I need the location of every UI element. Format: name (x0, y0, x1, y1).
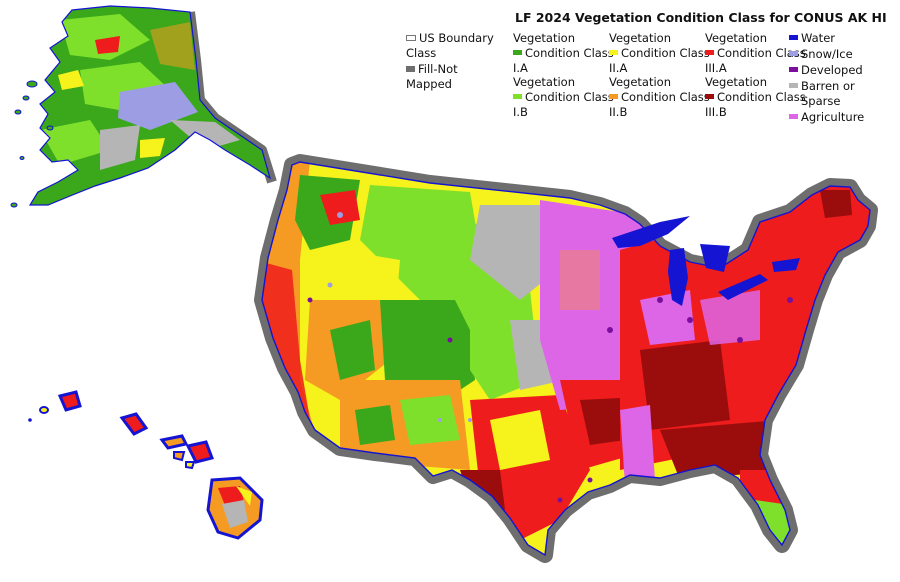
legend-fill-line2: Mapped (406, 77, 452, 91)
legend-developed: Developed (789, 63, 864, 78)
aleutian-islands (10, 80, 54, 208)
kahoolawe (185, 461, 196, 470)
lake-michigan (668, 248, 688, 306)
legend-vcc-iib-line2: Condition Class (621, 90, 710, 104)
lake-erie (718, 274, 768, 300)
legend-vcc-iib: Vegetation Condition Class II.B (609, 75, 710, 120)
legend-water: Water (789, 31, 864, 46)
agriculture-swatch (789, 114, 798, 119)
legend-barren-line2: Sparse (801, 94, 841, 108)
vcc-iia-swatch (609, 50, 618, 55)
legend-boundary: US Boundary Class (406, 31, 494, 61)
boundary-outline-icon (406, 34, 416, 41)
legend-boundary-line1: US Boundary (419, 31, 494, 45)
fill-not-mapped-swatch (406, 65, 415, 72)
barren-swatch (789, 83, 798, 88)
legend-vcc-iia-line2: Condition Class (621, 46, 710, 60)
legend-other: Water Snow/Ice Developed Barren or Sparse… (789, 31, 864, 125)
legend-vcc-iia: Vegetation Condition Class II.A (609, 31, 710, 76)
conus-classes (262, 162, 870, 555)
legend-vcc-iiia-line3: III.A (705, 61, 727, 75)
alaska-region (10, 5, 277, 208)
legend-fill: Fill-Not Mapped (406, 62, 458, 92)
legend-agriculture: Agriculture (789, 110, 864, 125)
vcc-ib-swatch (513, 94, 522, 99)
legend-boundary-line2: Class (406, 46, 437, 60)
lake-ontario (772, 258, 800, 272)
snow-ice-swatch (789, 51, 798, 56)
vcc-iib-swatch (609, 94, 618, 99)
vcc-ia-swatch (513, 50, 522, 55)
legend-vcc-ia-line2: Condition Class (525, 46, 614, 60)
legend-vcc-ib-line3: I.B (513, 105, 528, 119)
vcc-iiib-swatch (705, 94, 714, 99)
vcc-iiia-swatch (705, 50, 714, 55)
developed-swatch (789, 67, 798, 72)
maui (185, 440, 214, 464)
kauai (57, 390, 82, 412)
great-lakes (612, 216, 800, 306)
legend-vcc-ia-line3: I.A (513, 61, 528, 75)
water-swatch (789, 35, 798, 40)
conus-region (254, 154, 878, 563)
legend-vcc-ib-line2: Condition Class (525, 90, 614, 104)
legend-barren: Barren or Sparse (789, 79, 864, 109)
legend-vcc-iib-line3: II.B (609, 105, 628, 119)
legend-vcc-iia-line3: II.A (609, 61, 628, 75)
legend-vcc-iiia-line2: Condition Class (717, 46, 806, 60)
legend-fill-line1: Fill-Not (418, 62, 458, 76)
legend-snow-ice: Snow/Ice (789, 47, 864, 62)
alaska-classes (40, 14, 240, 170)
hawaii-region (28, 390, 264, 540)
legend-vcc-ia: Vegetation Condition Class I.A (513, 31, 614, 76)
legend-vcc-iia-line1: Vegetation (609, 31, 672, 45)
legend-vcc-iiia-line1: Vegetation (705, 31, 768, 45)
legend-vcc-ib: Vegetation Condition Class I.B (513, 75, 614, 120)
legend-vcc-ia-line1: Vegetation (513, 31, 576, 45)
legend-barren-line1: Barren or (801, 79, 855, 93)
molokai (159, 434, 189, 450)
map-title: LF 2024 Vegetation Condition Class for C… (515, 10, 887, 25)
legend-vcc-iiib-line2: Condition Class (717, 90, 806, 104)
lake-huron (700, 244, 730, 272)
islet (28, 418, 32, 422)
conus-coastline (261, 161, 871, 557)
legend-water-label: Water (801, 31, 835, 45)
alaska-coastline (28, 5, 272, 206)
legend-vcc-iiib-line3: III.B (705, 105, 727, 119)
legend-vcc-iib-line1: Vegetation (609, 75, 672, 89)
legend-vcc-iiib-line1: Vegetation (705, 75, 768, 89)
legend-agriculture-label: Agriculture (801, 110, 865, 124)
legend-vcc-iiib: Vegetation Condition Class III.B (705, 75, 806, 120)
legend-snow-ice-label: Snow/Ice (801, 47, 853, 61)
oahu (119, 412, 149, 436)
lake-superior (612, 216, 690, 248)
legend-vcc-iiia: Vegetation Condition Class III.A (705, 31, 806, 76)
legend-vcc-ib-line1: Vegetation (513, 75, 576, 89)
niihau (39, 406, 49, 414)
lanai (173, 451, 186, 462)
legend-developed-label: Developed (801, 63, 863, 77)
